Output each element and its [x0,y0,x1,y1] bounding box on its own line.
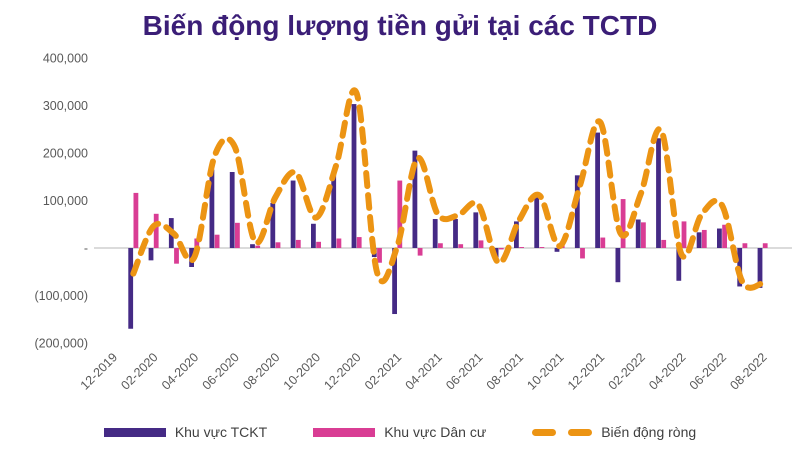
bar-tckt-06-2022 [717,228,722,248]
x-axis-label: 06-2020 [200,350,242,392]
y-axis-label: 400,000 [43,52,88,66]
bar-dancu-08-2021 [519,247,524,248]
bar-dancu-07-2022 [742,243,748,248]
y-axis-label: 300,000 [43,99,88,113]
bar-tckt-10-2021 [554,248,560,252]
bar-dancu-10-2020 [316,241,321,248]
bar-dancu-03-2021 [417,248,423,256]
y-axis-label: - [84,242,88,256]
bar-tckt-04-2022 [676,248,682,281]
bar-tckt-07-2020 [250,244,255,248]
bar-tckt-06-2020 [229,172,235,248]
chart-title: Biến động lượng tiền gửi tại các TCTD [142,10,658,41]
bar-dancu-06-2022 [722,224,727,248]
bar-tckt-03-2021 [412,150,418,248]
y-axis-label: (100,000) [34,289,88,303]
net-line-dash-icon [532,428,557,436]
tckt-bar-swatch-icon [103,427,166,437]
deposit-change-chart: 400,000 300,000 200,000 100,000 - (100,000) (2… [34,52,792,393]
legend-label-dancu: Khu vực Dân cư [384,424,487,440]
legend-label-tckt: Khu vực TCKT [174,424,268,440]
bar-tckt-02-2022 [635,219,641,248]
net-line-dash-icon [532,428,593,436]
x-axis-label: 04-2021 [403,350,445,392]
bar-tckt-11-2020 [331,174,337,248]
bar-tckt-08-2022 [757,248,763,288]
x-axis-label: 10-2020 [281,350,323,392]
bar-dancu-04-2022 [681,221,687,248]
bar-dancu-05-2020 [214,234,220,248]
bar-dancu-05-2022 [701,229,707,248]
x-axis-label: 10-2021 [524,350,566,392]
plot-area-wrap: 400,000 300,000 200,000 100,000 - (100,000) (2… [0,42,800,417]
bar-dancu-01-2022 [620,199,626,248]
bar-dancu-03-2022 [661,239,667,248]
bar-dancu-02-2020 [153,213,159,248]
legend-item-net: Biến động ròng [532,424,696,440]
bar-tckt-01-2022 [615,248,621,283]
bar-tckt-06-2021 [473,212,479,248]
x-axis-label: 02-2021 [362,350,404,392]
bar-tckt-05-2020 [209,169,215,248]
y-axis-label: (200,000) [34,337,88,351]
bar-tckt-02-2020 [148,248,154,261]
x-axis-label: 04-2020 [159,350,201,392]
x-axis-label: 12-2021 [565,350,607,392]
bar-tckt-05-2021 [453,219,458,248]
bar-tckt-12-2020 [351,104,357,248]
x-axis-label: 06-2022 [687,350,729,392]
bar-dancu-04-2021 [438,243,443,248]
x-axis-label: 06-2021 [443,350,485,392]
bar-tckt-05-2022 [696,232,702,248]
chart-legend: Khu vực TCKT Khu vực Dân cư Biến động rò… [0,419,800,445]
x-axis-label: 02-2020 [118,350,160,392]
bar-dancu-11-2021 [580,248,585,259]
y-axis-label: 100,000 [43,194,88,208]
bar-dancu-01-2020 [133,192,139,248]
bar-tckt-12-2021 [595,132,600,248]
dancu-bar-swatch-icon [313,427,376,437]
bar-dancu-09-2020 [295,239,301,248]
bar-tckt-09-2021 [534,196,540,248]
bar-tckt-11-2021 [574,175,580,248]
bar-tckt-08-2021 [514,221,519,248]
bar-dancu-09-2021 [539,247,545,248]
bar-tckt-03-2022 [656,138,661,248]
bar-dancu-03-2020 [174,248,179,264]
bar-dancu-02-2022 [641,222,646,248]
bar-dancu-02-2021 [397,180,403,248]
x-axis-label: 08-2021 [484,350,526,392]
net-line-dash-icon [568,428,593,436]
bar-dancu-08-2020 [275,242,281,248]
legend-label-net: Biến động ròng [601,424,697,440]
bar-tckt-09-2020 [290,180,296,248]
bar-tckt-01-2020 [128,248,134,329]
net-change-line [130,87,766,291]
bar-tckt-02-2021 [392,248,397,315]
bar-dancu-07-2021 [498,248,504,250]
bar-dancu-06-2020 [235,222,240,248]
x-axis-label: 08-2020 [240,350,282,392]
bar-dancu-05-2021 [458,244,464,248]
x-axis-label: 12-2020 [321,350,363,392]
bar-dancu-06-2021 [478,240,484,248]
bar-dancu-12-2021 [600,237,606,248]
x-axis-label: 04-2022 [646,350,688,392]
y-axis-label: 200,000 [43,147,88,161]
bar-tckt-08-2020 [270,202,276,248]
bar-tckt-10-2020 [311,223,316,248]
x-axis-label: 02-2022 [606,350,648,392]
legend-item-dancu: Khu vực Dân cư [313,424,486,440]
x-axis-label: 12-2019 [78,350,120,392]
x-axis-label: 08-2022 [727,350,769,392]
bar-tckt-04-2021 [432,219,438,248]
bar-dancu-04-2020 [194,238,200,248]
legend-item-tckt: Khu vực TCKT [103,424,268,440]
bar-dancu-07-2020 [255,245,261,248]
bar-dancu-08-2022 [762,243,768,248]
bar-dancu-01-2021 [377,248,382,263]
bar-dancu-12-2020 [356,237,362,248]
bar-dancu-11-2020 [336,238,342,248]
